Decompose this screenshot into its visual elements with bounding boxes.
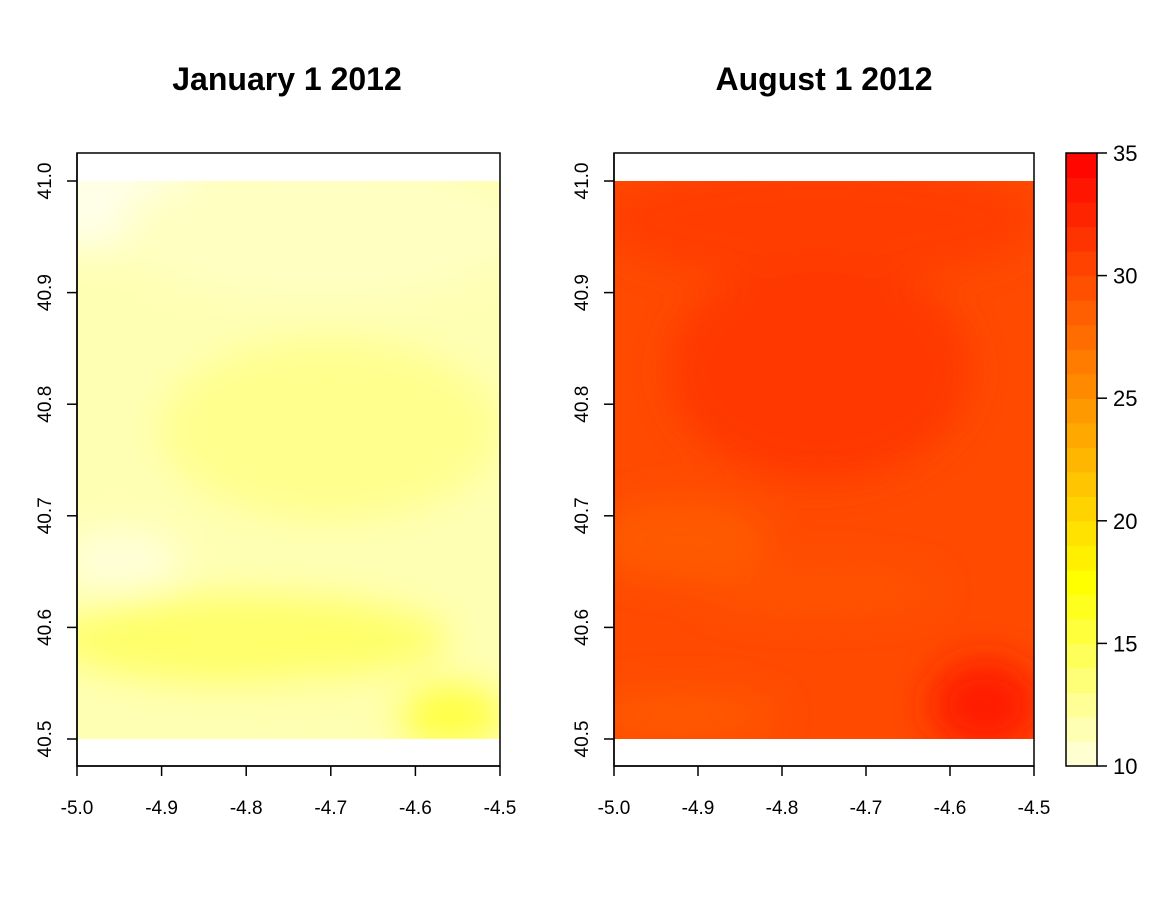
colorbar-swatch bbox=[1066, 349, 1097, 375]
y-axis-august: 40.5 40.6 40.7 40.8 40.9 41.0 bbox=[572, 153, 615, 766]
colorbar-swatch bbox=[1066, 422, 1097, 448]
x-tick-label: -4.9 bbox=[682, 798, 715, 819]
colorbar-frame bbox=[1065, 152, 1098, 767]
colorbar-tick-label: 20 bbox=[1113, 509, 1137, 534]
colorbar-swatch bbox=[1066, 692, 1097, 718]
colorbar-swatch bbox=[1066, 667, 1097, 694]
y-tick-label: 40.7 bbox=[35, 497, 56, 534]
region-southeast-january bbox=[395, 685, 500, 739]
chart-title-august: August 1 2012 bbox=[716, 61, 933, 97]
x-tick-label: -4.7 bbox=[850, 798, 883, 819]
x-tick-label: -4.8 bbox=[230, 798, 263, 819]
x-tick-label: -4.9 bbox=[145, 798, 178, 819]
y-tick-label: 41.0 bbox=[572, 163, 593, 200]
y-tick-label: 40.6 bbox=[35, 609, 56, 646]
colorbar-swatch bbox=[1066, 594, 1097, 620]
region-west-band-august bbox=[614, 500, 770, 580]
y-tick-label: 40.8 bbox=[572, 386, 593, 423]
colorbar-swatch bbox=[1066, 324, 1097, 350]
colorbar-swatch bbox=[1066, 398, 1097, 424]
colorbar-tick-label: 15 bbox=[1113, 631, 1137, 656]
colorbar-tick-label: 35 bbox=[1113, 141, 1137, 166]
colorbar-swatch bbox=[1066, 569, 1097, 595]
colorbar-ticks: 10 15 20 25 30 35 bbox=[1097, 141, 1137, 779]
y-tick-label: 40.5 bbox=[572, 721, 593, 758]
region-south-light-january bbox=[240, 680, 420, 730]
x-axis-january: -5.0 -4.9 -4.8 -4.7 -4.6 -4.5 bbox=[61, 765, 517, 819]
colorbar-swatch bbox=[1066, 741, 1097, 767]
colorbar-swatch bbox=[1066, 226, 1097, 252]
x-tick-label: -4.7 bbox=[314, 798, 347, 819]
y-tick-label: 40.9 bbox=[572, 274, 593, 311]
region-middle-band-august bbox=[700, 565, 940, 615]
region-southwest-august bbox=[614, 690, 780, 739]
panel-january: January 1 2012 -5.0 -4.9 -4.8 -4.7 -4.6 -4.5 … bbox=[35, 61, 517, 819]
colorbar-swatch bbox=[1066, 520, 1097, 546]
x-tick-label: -4.5 bbox=[1018, 798, 1051, 819]
colorbar-swatch bbox=[1066, 618, 1097, 644]
colorbar-swatch bbox=[1066, 545, 1097, 571]
colorbar-swatch bbox=[1066, 153, 1097, 179]
heatmap-field-january bbox=[77, 181, 500, 739]
colorbar-swatch bbox=[1066, 275, 1097, 301]
y-axis-january: 40.5 40.6 40.7 40.8 40.9 41.0 bbox=[35, 153, 78, 766]
colorbar-swatch bbox=[1066, 300, 1097, 326]
y-tick-label: 40.8 bbox=[35, 386, 56, 423]
x-tick-label: -4.5 bbox=[484, 798, 517, 819]
region-north-august bbox=[614, 181, 1034, 280]
x-axis-august: -5.0 -4.9 -4.8 -4.7 -4.6 -4.5 bbox=[598, 765, 1051, 819]
colorbar-swatches bbox=[1066, 153, 1097, 767]
region-west-light-january bbox=[77, 530, 180, 590]
chart-title-january: January 1 2012 bbox=[172, 61, 402, 97]
region-centre-january bbox=[160, 340, 500, 520]
region-south-band-january bbox=[77, 595, 450, 685]
colorbar-tick-label: 30 bbox=[1113, 264, 1137, 289]
x-tick-label: -5.0 bbox=[598, 798, 631, 819]
region-north-january bbox=[120, 181, 500, 300]
heatmap-field-august bbox=[614, 181, 1034, 739]
colorbar-tick-label: 10 bbox=[1113, 754, 1137, 779]
colorbar-swatch bbox=[1066, 447, 1097, 473]
x-tick-label: -5.0 bbox=[61, 798, 94, 819]
colorbar-swatch bbox=[1066, 643, 1097, 669]
colorbar-swatch bbox=[1066, 251, 1097, 277]
colorbar-swatch bbox=[1066, 373, 1097, 399]
region-centre-august bbox=[670, 260, 970, 480]
y-tick-label: 40.7 bbox=[572, 497, 593, 534]
colorbar-swatch bbox=[1066, 202, 1097, 228]
colorbar-swatch bbox=[1066, 716, 1097, 743]
x-tick-label: -4.8 bbox=[766, 798, 799, 819]
y-tick-label: 40.9 bbox=[35, 274, 56, 311]
y-tick-label: 40.5 bbox=[35, 721, 56, 758]
colorbar-swatch bbox=[1066, 471, 1097, 497]
region-southeast-august bbox=[930, 660, 1034, 739]
colorbar-swatch bbox=[1066, 496, 1097, 522]
colorbar-tick-label: 25 bbox=[1113, 386, 1137, 411]
colorbar-swatch bbox=[1066, 177, 1097, 203]
y-tick-label: 41.0 bbox=[35, 163, 56, 200]
colorbar: 10 15 20 25 30 35 bbox=[1065, 141, 1137, 779]
panel-august: August 1 2012 -5.0 -4.9 -4.8 -4.7 -4.6 -4.5 4… bbox=[572, 61, 1050, 819]
x-tick-label: -4.6 bbox=[399, 798, 432, 819]
y-tick-label: 40.6 bbox=[572, 609, 593, 646]
x-tick-label: -4.6 bbox=[934, 798, 967, 819]
